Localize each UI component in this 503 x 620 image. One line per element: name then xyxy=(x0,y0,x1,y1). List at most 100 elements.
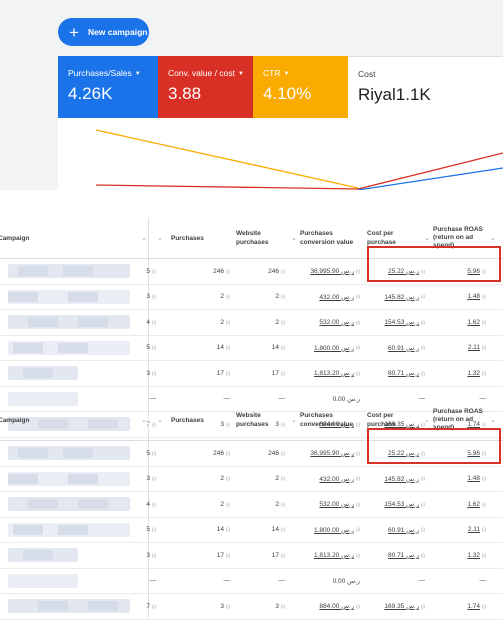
cell-roas[interactable]: 1.32 (i) xyxy=(467,551,486,559)
table-row[interactable]: 5 (i) 14 (i) 14 (i) 1,800.00 ر.س (i) 60.91 ر… xyxy=(0,517,503,543)
metric-card-ctr[interactable]: CTR ▼ 4.10% xyxy=(253,56,348,118)
table-row[interactable]: 3 (i) 17 (i) 17 (i) 1,813.20 ر.س (i) 80.71 ر… xyxy=(0,361,503,387)
cell-conversion-value[interactable]: 1,800.00 ر.س (i) xyxy=(314,526,360,534)
sort-icon[interactable]: ⌄ xyxy=(141,235,147,242)
orange-trend-line xyxy=(95,129,359,189)
plus-icon: + xyxy=(69,22,79,42)
cell-roas[interactable]: 1.32 (i) xyxy=(467,369,486,377)
cell-prev: 7(i) xyxy=(146,602,156,610)
sort-icon[interactable]: ⌄ xyxy=(490,235,496,242)
table-row[interactable]: 5 (i) 14 (i) 14 (i) 1,800.00 ر.س (i) 60.91 ر… xyxy=(0,335,503,361)
table-row[interactable]: 7(i) 3(i) 3(i) 884.00 ر.س(i) 169.35 ر.س(… xyxy=(0,594,503,620)
header-roas[interactable]: Purchase ROAS (return on ad spend) xyxy=(433,226,483,249)
cell-cost-per-purchase[interactable]: 154.53 ر.س (i) xyxy=(384,501,425,508)
header-roas[interactable]: Purchase ROAS (return on ad spend) xyxy=(433,408,483,431)
cell-roas[interactable]: 1.62 (i) xyxy=(467,500,486,508)
cell-roas[interactable]: 2.11 (i) xyxy=(467,526,486,533)
cell-cost-per-purchase[interactable]: 60.91 ر.س (i) xyxy=(388,344,425,352)
cell-conversion-value: 0.00 ر.س xyxy=(332,577,360,585)
table-row[interactable]: 3 (i) 2 (i) 2 (i) 432.00 ر.س (i) 145.82 ر.س(… xyxy=(0,466,503,492)
cell-conversion-value[interactable]: 36,995.90 ر.س (i) xyxy=(310,450,360,457)
header-cost-per-purchase[interactable]: Cost per purchase xyxy=(367,412,396,428)
cell-roas[interactable]: 1.48 (i) xyxy=(467,475,486,482)
cell-conversion-value[interactable]: 1,813.20 ر.س (i) xyxy=(314,370,360,377)
cell-website-purchases: — xyxy=(278,395,286,402)
table-row[interactable]: 3 (i) 2 (i) 2 (i) 432.00 ر.س (i) 145.82 ر.س(… xyxy=(0,284,503,310)
cell-roas[interactable]: 1.74 (i) xyxy=(467,420,486,428)
metric-card-conv-value[interactable]: Conv. value / cost ▼ 3.88 xyxy=(158,56,253,118)
cell-prev: 3 (i) xyxy=(146,475,156,482)
cell-cost-per-purchase[interactable]: 169.35 ر.س (i) xyxy=(384,421,425,428)
cell-cost-per-purchase[interactable]: 145.82 ر.س (i) xyxy=(384,293,425,301)
table-row[interactable]: — — — 0.00 ر.س — — xyxy=(0,386,503,412)
table-row[interactable]: 5 (i) 246 (i) 246 (i) 36,995.90 ر.س (i) 25.2… xyxy=(0,259,503,285)
header-conversion-value[interactable]: Purchases conversion value xyxy=(300,412,354,428)
cell-cost-per-purchase[interactable]: 60.91 ر.س (i) xyxy=(388,526,425,534)
cell-roas[interactable]: 5.96 (i) xyxy=(467,449,486,457)
new-campaign-label: New campaign xyxy=(87,27,148,37)
campaign-name-redacted xyxy=(8,446,130,460)
sort-icon[interactable]: ⌄ xyxy=(157,235,163,242)
header-conversion-value[interactable]: Purchases conversion value xyxy=(300,230,354,246)
header-cost-per-purchase[interactable]: Cost per purchase xyxy=(367,230,396,246)
cell-prev: 5 (i) xyxy=(146,267,156,275)
cell-conversion-value[interactable]: 1,813.20 ر.س (i) xyxy=(314,552,360,559)
cell-cost-per-purchase[interactable]: 169.35 ر.س (i) xyxy=(384,603,425,610)
campaign-name-redacted xyxy=(8,522,130,537)
metric-label: CTR xyxy=(263,68,281,78)
cell-roas[interactable]: 1.62 (i) xyxy=(467,318,486,326)
cell-cost-per-purchase[interactable]: 145.82 ر.س (i) xyxy=(384,475,425,483)
table-row[interactable]: 3 (i) 17 (i) 17 (i) 1,813.20 ر.س (i) 80.71 ر… xyxy=(0,543,503,569)
new-campaign-button[interactable]: + New campaign xyxy=(58,18,149,46)
cell-roas[interactable]: 1.74 (i) xyxy=(467,602,486,610)
metric-card-purchases[interactable]: Purchases/Sales ▼ 4.26K xyxy=(58,56,158,118)
cell-cost-per-purchase[interactable]: 25.22 ر.س (i) xyxy=(388,268,425,275)
cell-conversion-value[interactable]: 432.00 ر.س (i) xyxy=(319,475,360,483)
metric-value: 4.10% xyxy=(263,84,312,103)
sort-icon[interactable]: ⌄ xyxy=(424,417,430,424)
metric-card-cost[interactable]: Cost Riyal1.1K xyxy=(348,56,503,119)
table-row[interactable]: 5 (i) 246 (i) 246 (i) 36,995.90 ر.س (i) 25.2… xyxy=(0,441,503,467)
sort-icon[interactable]: ⌄ xyxy=(141,417,147,424)
header-purchases[interactable]: Purchases xyxy=(171,234,204,242)
cell-roas[interactable]: 1.48 (i) xyxy=(467,293,486,300)
cell-cost-per-purchase[interactable]: 80.71 ر.س (i) xyxy=(388,370,425,377)
campaign-name-redacted xyxy=(8,340,130,355)
cell-purchases: 246 (i) xyxy=(213,267,230,275)
cell-conversion-value[interactable]: 432.00 ر.س (i) xyxy=(319,293,360,301)
sort-icon[interactable]: ⌄ xyxy=(490,417,496,424)
table-row[interactable]: 7(i) 3(i) 3(i) 884.00 ر.س(i) 169.35 ر.س(… xyxy=(0,412,503,438)
cell-roas[interactable]: 2.11 (i) xyxy=(467,344,486,351)
dropdown-caret-icon[interactable]: ▼ xyxy=(134,70,141,77)
cell-cost-per-purchase[interactable]: 80.71 ر.س (i) xyxy=(388,552,425,559)
metric-label: Cost xyxy=(358,69,376,79)
cell-cost-per-purchase: — xyxy=(418,577,426,584)
header-campaign[interactable]: Campaign xyxy=(0,416,30,424)
sort-icon[interactable]: ⌄ xyxy=(424,235,430,242)
header-website-purchases[interactable]: Website purchases xyxy=(236,230,269,246)
cell-cost-per-purchase[interactable]: 154.53 ر.س (i) xyxy=(384,319,425,326)
table-row[interactable]: — — — 0.00 ر.س — — xyxy=(0,568,503,594)
cell-conversion-value[interactable]: 1,800.00 ر.س (i) xyxy=(314,344,360,352)
cell-conversion-value[interactable]: 36,995.90 ر.س (i) xyxy=(310,268,360,275)
cell-conversion-value[interactable]: 532.00 ر.س (i) xyxy=(319,501,360,508)
dropdown-caret-icon[interactable]: ▼ xyxy=(283,70,290,77)
sort-icon[interactable]: ⌄ xyxy=(291,235,297,242)
sort-icon[interactable]: ⌄ xyxy=(291,417,297,424)
header-campaign[interactable]: Campaign xyxy=(0,234,30,242)
header-website-purchases[interactable]: Website purchases xyxy=(236,412,269,428)
table-row[interactable]: 4 (i) 2 (i) 2 (i) 532.00 ر.س (i) 154.53 ر.س(… xyxy=(0,310,503,336)
sort-icon[interactable]: ⌄ xyxy=(157,417,163,424)
cell-purchases: 3 (i) xyxy=(220,420,230,428)
cell-conversion-value[interactable]: 532.00 ر.س (i) xyxy=(319,319,360,326)
cell-cost-per-purchase[interactable]: 25.22 ر.س (i) xyxy=(388,450,425,457)
dropdown-caret-icon[interactable]: ▼ xyxy=(237,70,244,77)
header-purchases[interactable]: Purchases xyxy=(171,416,204,424)
cell-purchases: 14 (i) xyxy=(216,344,230,351)
cell-website-purchases: 17 (i) xyxy=(271,551,285,559)
blue-trend-line xyxy=(357,167,503,190)
cell-conversion-value[interactable]: 884.00 ر.س (i) xyxy=(319,603,360,610)
cell-conversion-value[interactable]: 884.00 ر.س (i) xyxy=(319,421,360,428)
table-row[interactable]: 4 (i) 2 (i) 2 (i) 532.00 ر.س (i) 154.53 ر.س(… xyxy=(0,492,503,518)
cell-roas[interactable]: 5.96 (i) xyxy=(467,267,486,275)
